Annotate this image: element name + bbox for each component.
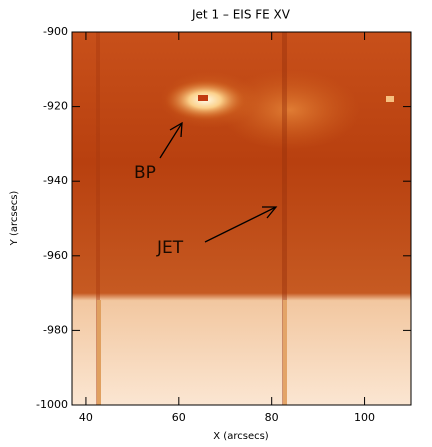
x-axis-label: X (arcsecs) <box>213 431 269 442</box>
annotation: BP <box>134 163 156 183</box>
y-axis-label: Y (arcsecs) <box>9 191 20 247</box>
y-tick-label: -980 <box>43 323 68 336</box>
arrow-head <box>169 121 183 138</box>
y-tick-label: -900 <box>43 25 68 38</box>
arrow <box>159 122 183 159</box>
arrow <box>204 206 277 243</box>
x-tick-label: 60 <box>172 411 186 424</box>
y-tick-label: -940 <box>43 174 68 187</box>
arrow-head <box>262 206 278 219</box>
y-tick-label: -1000 <box>36 398 68 411</box>
annotation: JET <box>156 238 184 258</box>
y-tick-label: -960 <box>43 249 68 262</box>
x-tick-label: 100 <box>354 411 375 424</box>
chart-title: Jet 1 – EIS FE XV <box>191 8 291 22</box>
plot-frame <box>71 31 412 406</box>
x-tick-label: 40 <box>79 411 93 424</box>
y-tick-label: -920 <box>43 100 68 113</box>
x-tick-label: 80 <box>265 411 279 424</box>
image <box>72 32 411 405</box>
